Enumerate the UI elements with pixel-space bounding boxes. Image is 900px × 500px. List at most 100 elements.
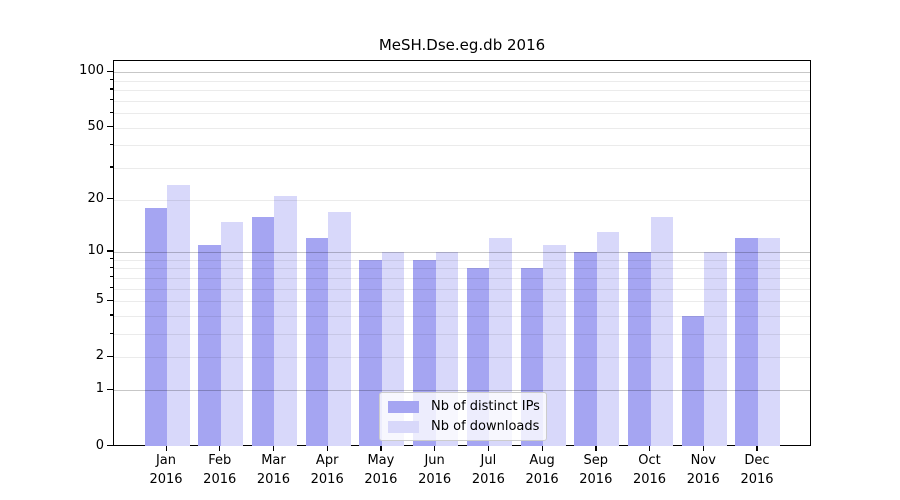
y-tick-mark-minor: [110, 88, 113, 90]
bar-nb-of-distinct-ips-feb: [198, 244, 221, 447]
x-tick-mark: [380, 446, 382, 451]
x-tick-year: 2016: [632, 472, 667, 487]
gridline-minor: [114, 315, 810, 317]
y-tick-mark-minor: [110, 276, 113, 278]
bar-nb-of-distinct-ips-oct: [628, 251, 651, 447]
bar-nb-of-downloads-jan: [167, 185, 190, 447]
x-tick-mark: [756, 446, 758, 451]
x-tick-mark: [219, 446, 221, 451]
y-tick-mark: [107, 250, 113, 252]
gridline-minor: [114, 288, 810, 290]
y-tick-mark-minor: [110, 314, 113, 316]
y-tick-label: 10: [87, 242, 104, 258]
y-tick-label: 0: [95, 437, 104, 453]
bar-nb-of-distinct-ips-dec: [735, 238, 758, 447]
gridline-minor: [114, 145, 810, 147]
y-tick-mark-minor: [110, 99, 113, 101]
legend-row: Nb of distinct IPs: [388, 399, 540, 414]
gridline-minor: [114, 301, 810, 303]
x-tick-year: 2016: [310, 472, 344, 487]
bar-nb-of-downloads-nov: [704, 251, 727, 447]
plot-area: Nb of distinct IPs Nb of downloads: [113, 60, 811, 447]
y-tick-label: 100: [79, 63, 104, 79]
x-tick-mark: [541, 446, 543, 451]
bar-nb-of-distinct-ips-apr: [305, 238, 329, 447]
bar-nb-of-distinct-ips-nov: [681, 315, 705, 447]
x-tick-mark: [702, 446, 704, 451]
x-tick-label-dec: Dec 2016: [727, 451, 787, 489]
bar-nb-of-downloads-dec: [757, 238, 781, 447]
x-tick-label-may: May 2016: [351, 451, 411, 489]
x-tick-year: 2016: [418, 472, 452, 487]
gridline-minor: [114, 357, 810, 359]
y-tick-label: 5: [95, 292, 104, 308]
bar-nb-of-downloads-sep: [596, 232, 620, 447]
y-tick-mark-minor: [110, 143, 113, 145]
gridline-minor: [114, 100, 810, 102]
y-tick-mark-minor: [110, 332, 113, 334]
y-tick-mark: [107, 445, 113, 447]
gridline-minor: [114, 90, 810, 91]
x-tick-mark: [326, 446, 328, 451]
bar-nb-of-downloads-feb: [220, 221, 244, 447]
x-tick-year: 2016: [364, 472, 398, 487]
y-tick-mark-minor: [110, 79, 113, 81]
x-tick-label-jul: Jul 2016: [458, 451, 518, 489]
gridline-minor: [114, 113, 810, 114]
gridline-major: [114, 252, 810, 253]
x-tick-label-jan: Jan 2016: [136, 451, 196, 489]
gridline-minor: [114, 80, 810, 82]
y-tick-mark-minor: [110, 166, 113, 168]
x-tick-year: 2016: [203, 472, 237, 487]
bar-nb-of-downloads-apr: [328, 212, 351, 447]
legend-label-downloads: Nb of downloads: [431, 419, 540, 434]
x-tick-label-feb: Feb 2016: [190, 451, 250, 489]
y-tick-label: 20: [87, 190, 104, 206]
x-tick-mark: [649, 446, 651, 451]
y-tick-mark-minor: [110, 111, 113, 113]
x-tick-mark: [434, 446, 436, 451]
chart-title: MeSH.Dse.eg.db 2016: [378, 36, 546, 54]
gridline-minor: [114, 199, 810, 201]
legend: Nb of distinct IPs Nb of downloads: [379, 392, 547, 441]
bar-nb-of-downloads-oct: [650, 216, 674, 447]
x-tick-year: 2016: [256, 472, 290, 487]
gridline-minor: [114, 334, 810, 335]
y-tick-mark: [107, 355, 113, 358]
x-tick-label-aug: Aug 2016: [512, 451, 572, 489]
x-tick-label-sep: Sep 2016: [566, 451, 626, 489]
x-tick-label-oct: Oct 2016: [620, 451, 680, 489]
y-tick-label: 50: [87, 118, 104, 134]
gridline-minor: [114, 167, 810, 169]
y-tick-mark-minor: [110, 287, 113, 289]
legend-label-distinct-ips: Nb of distinct IPs: [431, 399, 540, 414]
bar-nb-of-downloads-aug: [543, 244, 566, 447]
y-tick-mark-minor: [110, 266, 113, 268]
x-tick-mark: [487, 446, 490, 451]
x-tick-mark: [595, 446, 597, 451]
bar-nb-of-distinct-ips-may: [359, 259, 382, 447]
bar-nb-of-distinct-ips-jan: [144, 207, 167, 447]
bar-nb-of-downloads-mar: [274, 195, 297, 447]
legend-row: Nb of downloads: [388, 419, 540, 434]
legend-swatch-downloads: [388, 420, 419, 433]
gridline-minor: [114, 268, 810, 270]
y-tick-mark: [107, 388, 113, 390]
grid-layer: [114, 61, 810, 445]
x-tick-label-mar: Mar 2016: [243, 451, 303, 489]
x-tick-label-nov: Nov 2016: [673, 451, 733, 489]
x-tick-mark: [165, 446, 167, 451]
y-tick-mark: [107, 70, 113, 72]
y-tick-label: 1: [95, 381, 104, 397]
gridline-major: [114, 390, 810, 392]
x-tick-label-jun: Jun 2016: [405, 451, 465, 489]
legend-swatch-distinct-ips: [388, 400, 419, 413]
y-tick-mark: [107, 198, 113, 200]
x-tick-year: 2016: [525, 472, 559, 487]
gridline-minor: [114, 259, 810, 261]
y-tick-mark: [107, 299, 113, 301]
gridline-minor: [114, 277, 810, 279]
gridline-major: [114, 72, 810, 74]
x-tick-year: 2016: [471, 472, 505, 487]
